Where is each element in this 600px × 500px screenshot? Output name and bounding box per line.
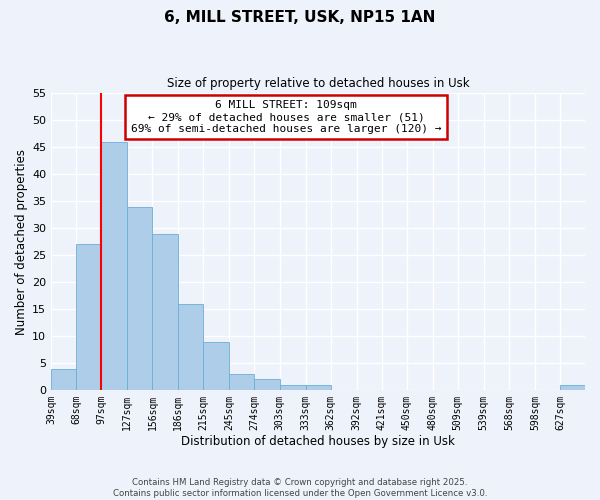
Bar [51, 368, 76, 390]
Bar [203, 342, 229, 390]
Bar [101, 142, 127, 390]
Bar [76, 244, 101, 390]
Bar [127, 206, 152, 390]
X-axis label: Distribution of detached houses by size in Usk: Distribution of detached houses by size … [181, 434, 455, 448]
Bar [254, 380, 280, 390]
Y-axis label: Number of detached properties: Number of detached properties [15, 148, 28, 334]
Text: 6 MILL STREET: 109sqm
← 29% of detached houses are smaller (51)
69% of semi-deta: 6 MILL STREET: 109sqm ← 29% of detached … [131, 100, 441, 134]
Bar [305, 385, 331, 390]
Bar [152, 234, 178, 390]
Title: Size of property relative to detached houses in Usk: Size of property relative to detached ho… [167, 78, 469, 90]
Bar [280, 385, 305, 390]
Text: Contains HM Land Registry data © Crown copyright and database right 2025.
Contai: Contains HM Land Registry data © Crown c… [113, 478, 487, 498]
Bar [560, 385, 585, 390]
Bar [178, 304, 203, 390]
Bar [229, 374, 254, 390]
Text: 6, MILL STREET, USK, NP15 1AN: 6, MILL STREET, USK, NP15 1AN [164, 10, 436, 25]
